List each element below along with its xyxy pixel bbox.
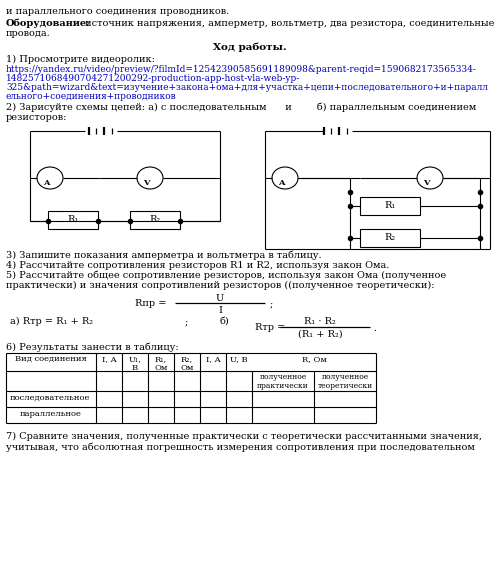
Text: 7) Сравните значения, полученные практически с теоретически рассчитанными значен: 7) Сравните значения, полученные практич…: [6, 432, 482, 441]
Text: ;: ;: [270, 299, 273, 308]
Text: полученное
теоретически: полученное теоретически: [318, 373, 372, 390]
Text: б): б): [220, 317, 230, 326]
Bar: [48, 211, 98, 229]
Text: Вид соединения: Вид соединения: [15, 355, 87, 363]
Text: Оборудование:: Оборудование:: [6, 19, 90, 29]
Text: и параллельного соединения проводников.: и параллельного соединения проводников.: [6, 7, 229, 16]
Text: практически) и значения сопротивлений резисторов ((полученное теоретически):: практически) и значения сопротивлений ре…: [6, 281, 434, 290]
Text: Ход работы.: Ход работы.: [213, 42, 287, 51]
Text: а) Rтр = R₁ + R₂: а) Rтр = R₁ + R₂: [10, 317, 93, 326]
Text: 5) Рассчитайте общее сопротивление резисторов, используя закон Ома (полученное: 5) Рассчитайте общее сопротивление резис…: [6, 271, 446, 280]
Text: V: V: [143, 179, 149, 187]
Text: A: A: [43, 179, 49, 187]
Text: .: .: [373, 324, 376, 333]
Text: I: I: [218, 306, 222, 315]
Bar: [360, 229, 420, 247]
Text: R₂: R₂: [384, 233, 396, 242]
Ellipse shape: [137, 167, 163, 189]
Text: I, A: I, A: [102, 355, 116, 363]
Text: ;: ;: [185, 317, 188, 326]
Text: полученное
практически: полученное практически: [257, 373, 309, 390]
Text: U, B: U, B: [230, 355, 248, 363]
Text: провода.: провода.: [6, 29, 51, 38]
Text: R₁: R₁: [384, 201, 396, 210]
Text: источник напряжения, амперметр, вольтметр, два резистора, соединительные: источник напряжения, амперметр, вольтмет…: [82, 19, 494, 28]
Bar: [130, 211, 180, 229]
Text: 1482571068490704271200292-production-app-host-vla-web-yp-: 1482571068490704271200292-production-app…: [6, 74, 300, 83]
Ellipse shape: [37, 167, 63, 189]
Text: последовательное: последовательное: [10, 394, 90, 402]
Text: U₁,
B: U₁, B: [128, 355, 141, 372]
Text: резисторов:: резисторов:: [6, 113, 68, 122]
Text: U: U: [216, 294, 224, 303]
Text: R₁ · R₂: R₁ · R₂: [304, 317, 336, 326]
Text: учитывая, что абсолютная погрешность измерения сопротивления при последовательно: учитывая, что абсолютная погрешность изм…: [6, 442, 475, 451]
Text: 2) Зарисуйте схемы цепей: а) с последовательным      и        б) параллельным со: 2) Зарисуйте схемы цепей: а) с последова…: [6, 103, 476, 113]
Text: R₂: R₂: [150, 215, 160, 224]
Ellipse shape: [272, 167, 298, 189]
Text: R₂,
Ом: R₂, Ом: [180, 355, 194, 372]
Text: (R₁ + R₂): (R₁ + R₂): [298, 330, 343, 339]
Text: A: A: [278, 179, 284, 187]
Text: R₁: R₁: [68, 215, 78, 224]
Text: 325&path=wizard&text=изучение+закона+ома+для+участка+цепи+последовательного+и+па: 325&path=wizard&text=изучение+закона+ома…: [6, 83, 488, 92]
Text: 1) Просмотрите видеоролик:: 1) Просмотрите видеоролик:: [6, 55, 155, 64]
Text: 4) Рассчитайте сопротивления резисторов R1 и R2, используя закон Ома.: 4) Рассчитайте сопротивления резисторов …: [6, 261, 390, 270]
Text: 6) Результаты занести в таблицу:: 6) Результаты занести в таблицу:: [6, 343, 178, 352]
Text: ельного+соединения+проводников: ельного+соединения+проводников: [6, 92, 176, 101]
Text: R, Ом: R, Ом: [302, 355, 326, 363]
Text: I, A: I, A: [206, 355, 220, 363]
Text: Rтр =: Rтр =: [255, 323, 285, 332]
Text: Rпр =: Rпр =: [135, 299, 166, 308]
Text: 3) Запишите показания амперметра и вольтметра в таблицу.: 3) Запишите показания амперметра и вольт…: [6, 251, 322, 260]
Text: R₁,
Ом: R₁, Ом: [154, 355, 168, 372]
Bar: [360, 197, 420, 215]
Ellipse shape: [417, 167, 443, 189]
Text: V: V: [423, 179, 429, 187]
Text: параллельное: параллельное: [20, 410, 82, 418]
Text: https://yandex.ru/video/preview/?filmId=12542390585691189098&parent-reqid=159068: https://yandex.ru/video/preview/?filmId=…: [6, 65, 477, 74]
